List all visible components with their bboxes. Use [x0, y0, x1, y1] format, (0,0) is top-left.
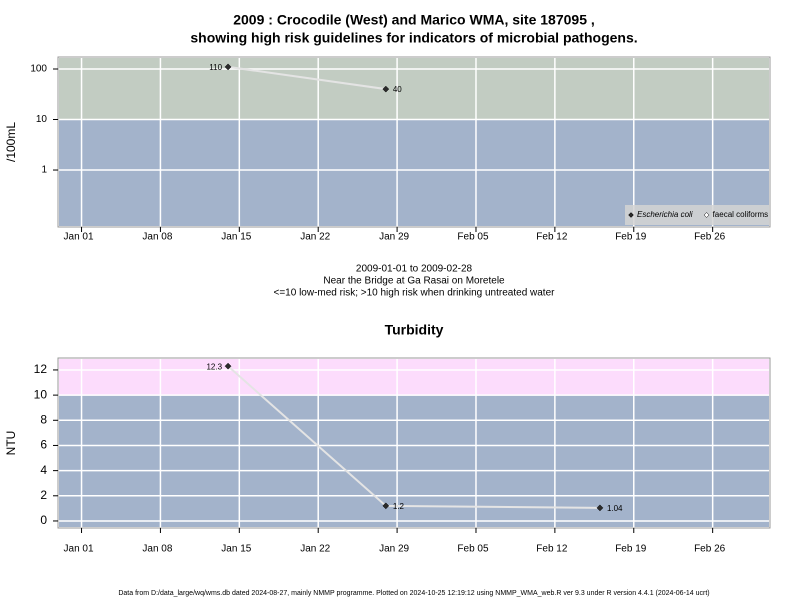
x-tick-label: Jan 29: [379, 232, 409, 243]
high-risk-zone: [59, 359, 769, 396]
x-tick-label: Feb 26: [694, 544, 726, 555]
data-point: [596, 504, 604, 512]
data-point: [382, 85, 390, 93]
legend-marker: [628, 212, 634, 218]
x-tick-label: Jan 15: [221, 232, 251, 243]
legend-label: Escherichia coli: [637, 210, 693, 219]
y-tick-label: 10: [34, 387, 48, 401]
note: <=10 low-med risk; >10 high risk when dr…: [274, 288, 556, 299]
legend-label: faecal coliforms: [713, 210, 769, 219]
note: Near the Bridge at Ga Rasai on Moretele: [323, 276, 505, 287]
note: 2009-01-01 to 2009-02-28: [356, 264, 473, 275]
data-point: [224, 362, 232, 370]
data-point: [224, 63, 232, 71]
data-label: 110: [209, 63, 222, 72]
y-axis-label: /100mL: [4, 122, 18, 162]
y-axis-label: NTU: [4, 431, 18, 456]
chart-title: 2009 : Crocodile (West) and Marico WMA, …: [233, 12, 595, 28]
chart-title: Turbidity: [385, 322, 444, 338]
legend-box: [625, 205, 769, 225]
data-point: [382, 502, 390, 510]
y-tick-label: 1: [41, 165, 47, 176]
x-tick-label: Feb 12: [536, 232, 568, 243]
x-tick-label: Jan 29: [379, 544, 409, 555]
x-tick-label: Feb 19: [615, 544, 647, 555]
x-tick-label: Jan 15: [221, 544, 251, 555]
frame: [57, 56, 771, 228]
x-tick-label: Feb 19: [615, 232, 647, 243]
data-label: 40: [393, 85, 402, 94]
x-tick-label: Jan 22: [300, 232, 330, 243]
y-tick-label: 12: [34, 362, 48, 376]
data-label: 12.3: [206, 362, 222, 371]
x-tick-label: Jan 01: [64, 232, 94, 243]
high-risk-zone: [59, 58, 769, 120]
x-tick-label: Feb 05: [457, 544, 489, 555]
legend-marker: [703, 212, 710, 218]
data-label: 1.04: [607, 504, 623, 513]
x-tick-label: Jan 01: [64, 544, 94, 555]
y-tick-label: 6: [40, 438, 47, 452]
footer: Data from D:/data_large/wq/wms.db dated …: [118, 590, 709, 597]
data-line: [227, 65, 386, 91]
y-tick-label: 8: [40, 412, 47, 426]
chart-subtitle: showing high risk guidelines for indicat…: [190, 30, 637, 46]
x-tick-label: Jan 22: [300, 544, 330, 555]
data-label: 1.2: [393, 502, 405, 511]
frame: [57, 357, 771, 529]
low-risk-zone: [59, 395, 769, 527]
y-tick-label: 10: [36, 114, 48, 125]
x-tick-label: Feb 05: [457, 232, 489, 243]
y-tick-label: 2: [40, 488, 47, 502]
x-tick-label: Jan 08: [142, 544, 172, 555]
y-tick-label: 100: [30, 64, 47, 75]
y-tick-label: 0: [40, 513, 47, 527]
x-tick-label: Jan 08: [142, 232, 172, 243]
x-tick-label: Feb 26: [694, 232, 726, 243]
x-tick-label: Feb 12: [536, 544, 568, 555]
y-tick-label: 4: [40, 463, 47, 477]
